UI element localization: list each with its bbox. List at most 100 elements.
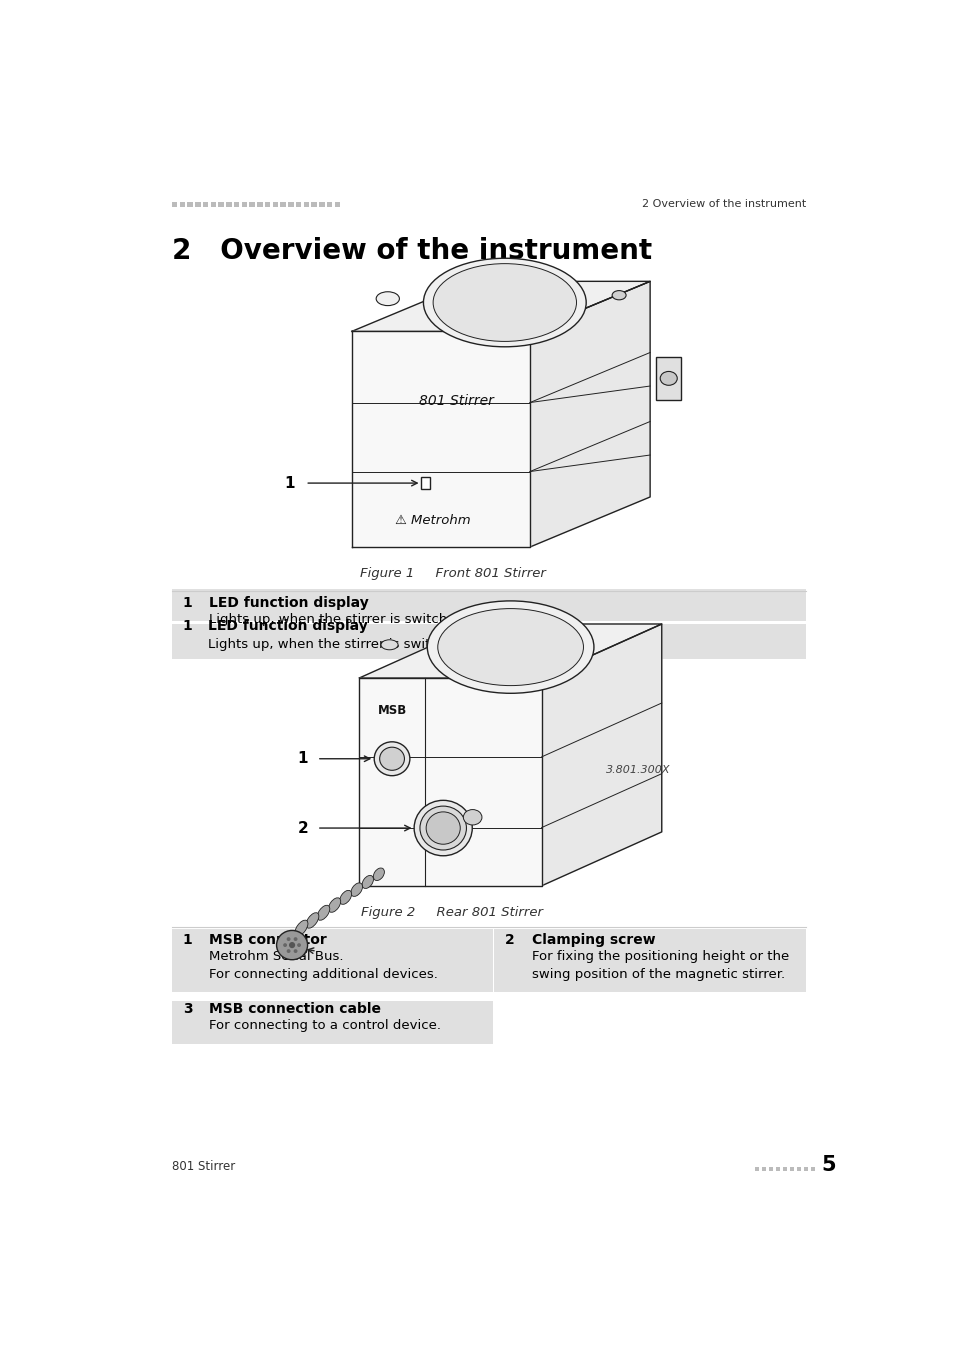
Bar bbox=[172, 589, 805, 621]
Ellipse shape bbox=[374, 741, 410, 776]
Bar bbox=[810, 1166, 815, 1172]
Ellipse shape bbox=[423, 258, 585, 347]
Bar bbox=[226, 202, 232, 207]
Text: LED function display: LED function display bbox=[209, 597, 369, 610]
Text: Clamping screw: Clamping screw bbox=[531, 933, 655, 946]
Bar bbox=[656, 356, 680, 400]
Text: 1: 1 bbox=[183, 597, 193, 610]
Text: 2 Overview of the instrument: 2 Overview of the instrument bbox=[641, 200, 805, 209]
Polygon shape bbox=[352, 331, 530, 547]
Ellipse shape bbox=[426, 811, 459, 844]
Text: For connecting to a control device.: For connecting to a control device. bbox=[209, 1019, 440, 1033]
Ellipse shape bbox=[294, 921, 308, 936]
Ellipse shape bbox=[339, 891, 352, 904]
Text: Figure 2     Rear 801 Stirrer: Figure 2 Rear 801 Stirrer bbox=[361, 906, 543, 919]
Ellipse shape bbox=[379, 747, 404, 771]
Bar bbox=[195, 202, 200, 207]
Text: 3.801.300X: 3.801.300X bbox=[605, 764, 670, 775]
Bar bbox=[172, 202, 177, 207]
Bar bbox=[172, 1002, 493, 1044]
Bar bbox=[760, 1166, 765, 1172]
Text: 1: 1 bbox=[183, 933, 193, 946]
Text: 2: 2 bbox=[505, 933, 515, 946]
Ellipse shape bbox=[306, 913, 318, 929]
Text: For connecting additional devices.: For connecting additional devices. bbox=[209, 968, 437, 981]
Ellipse shape bbox=[283, 944, 287, 946]
Bar bbox=[295, 202, 301, 207]
Text: 3: 3 bbox=[183, 1002, 193, 1017]
Ellipse shape bbox=[380, 640, 397, 649]
Bar bbox=[754, 1166, 759, 1172]
Bar bbox=[311, 202, 316, 207]
Ellipse shape bbox=[612, 290, 625, 300]
Bar bbox=[494, 929, 805, 992]
Bar bbox=[796, 1166, 801, 1172]
Text: 801 Stirrer: 801 Stirrer bbox=[172, 1161, 235, 1173]
Bar bbox=[775, 1166, 780, 1172]
Polygon shape bbox=[530, 281, 649, 547]
Text: Lights up, when the stirrer is switched on.: Lights up, when the stirrer is switched … bbox=[208, 637, 488, 651]
Bar bbox=[781, 1166, 786, 1172]
Text: Figure 1     Front 801 Stirrer: Figure 1 Front 801 Stirrer bbox=[359, 567, 545, 580]
Bar bbox=[257, 202, 262, 207]
Bar bbox=[420, 477, 430, 489]
Text: 1: 1 bbox=[183, 618, 193, 633]
Bar bbox=[789, 1166, 794, 1172]
Bar bbox=[303, 202, 309, 207]
Text: Lights up, when the stirrer is switched on.: Lights up, when the stirrer is switched … bbox=[209, 613, 489, 626]
Ellipse shape bbox=[289, 942, 294, 948]
Ellipse shape bbox=[427, 601, 594, 694]
Ellipse shape bbox=[351, 883, 362, 896]
Bar bbox=[288, 202, 294, 207]
Ellipse shape bbox=[659, 371, 677, 385]
Ellipse shape bbox=[362, 875, 373, 888]
Text: LED function display: LED function display bbox=[208, 618, 368, 633]
Bar bbox=[273, 202, 278, 207]
Text: 2: 2 bbox=[297, 821, 308, 836]
Bar bbox=[172, 624, 805, 640]
Ellipse shape bbox=[433, 263, 576, 342]
Text: MSB connector: MSB connector bbox=[209, 933, 327, 946]
Bar bbox=[179, 202, 185, 207]
Bar bbox=[280, 202, 286, 207]
Text: 2   Overview of the instrument: 2 Overview of the instrument bbox=[172, 236, 652, 265]
Bar bbox=[187, 202, 193, 207]
Ellipse shape bbox=[463, 810, 481, 825]
Bar bbox=[265, 202, 270, 207]
Ellipse shape bbox=[419, 806, 466, 850]
Polygon shape bbox=[359, 624, 661, 678]
Text: Metrohm Serial Bus.: Metrohm Serial Bus. bbox=[209, 950, 343, 963]
Bar bbox=[319, 202, 324, 207]
Text: 3: 3 bbox=[297, 942, 308, 957]
Bar bbox=[218, 202, 224, 207]
Ellipse shape bbox=[437, 609, 583, 686]
Text: 1: 1 bbox=[297, 751, 308, 767]
Ellipse shape bbox=[276, 930, 307, 960]
Polygon shape bbox=[359, 678, 541, 886]
Polygon shape bbox=[541, 624, 661, 886]
Bar bbox=[241, 202, 247, 207]
Bar bbox=[203, 202, 208, 207]
Ellipse shape bbox=[375, 292, 399, 305]
Ellipse shape bbox=[286, 937, 291, 941]
Text: 801 Stirrer: 801 Stirrer bbox=[418, 394, 494, 408]
Text: 1: 1 bbox=[284, 475, 294, 490]
Bar bbox=[249, 202, 254, 207]
Ellipse shape bbox=[294, 937, 297, 941]
Polygon shape bbox=[352, 281, 649, 331]
Text: For fixing the positioning height or the: For fixing the positioning height or the bbox=[531, 950, 788, 963]
Text: ⚠ Metrohm: ⚠ Metrohm bbox=[395, 513, 471, 526]
Bar bbox=[327, 202, 332, 207]
Ellipse shape bbox=[294, 949, 297, 953]
Text: MSB connection cable: MSB connection cable bbox=[209, 1002, 381, 1017]
Bar bbox=[211, 202, 216, 207]
Ellipse shape bbox=[414, 801, 472, 856]
Ellipse shape bbox=[373, 868, 384, 880]
Text: 5: 5 bbox=[821, 1156, 835, 1176]
Bar bbox=[172, 640, 805, 659]
Bar bbox=[335, 202, 340, 207]
Ellipse shape bbox=[317, 906, 330, 921]
Bar bbox=[172, 929, 493, 992]
Bar bbox=[802, 1166, 807, 1172]
Text: MSB: MSB bbox=[377, 703, 406, 717]
